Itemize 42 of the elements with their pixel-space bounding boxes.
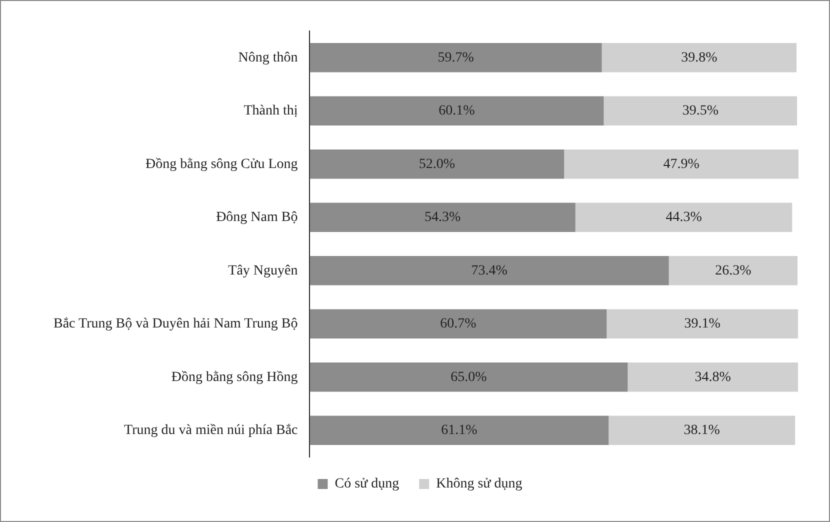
bar	[310, 362, 628, 392]
data-label: 65.0%	[450, 370, 488, 385]
bar	[608, 416, 796, 446]
bar	[310, 149, 564, 179]
bar	[310, 309, 607, 339]
legend-label: Có sử dụng	[334, 476, 400, 492]
bar	[564, 149, 799, 179]
y-tick-label: Đồng bằng sông Cửu Long	[145, 156, 298, 172]
y-tick-label: Thành thị	[244, 104, 298, 119]
data-label: 54.3%	[424, 210, 461, 226]
bar	[628, 362, 798, 392]
bar	[602, 42, 797, 72]
data-label: 61.1%	[441, 423, 478, 438]
data-label: 60.1%	[438, 104, 476, 119]
bar	[310, 42, 602, 72]
data-label: 39.1%	[684, 316, 721, 332]
bar	[310, 256, 669, 286]
data-label: 73.4%	[471, 263, 508, 278]
y-tick-label: Tây Nguyên	[228, 263, 298, 278]
data-label: 47.9%	[663, 156, 700, 172]
data-label: 26.3%	[715, 263, 752, 278]
legend-label: Không sử dụng	[436, 476, 522, 492]
y-tick-label: Trung du và miền núi phía Bắc	[124, 423, 298, 438]
data-label: 52.0%	[418, 156, 456, 172]
data-label: 44.3%	[666, 210, 702, 226]
y-tick-label: Bắc Trung Bộ và Duyên hải Nam Trung Bộ	[54, 316, 298, 332]
data-label: 59.7%	[438, 50, 474, 66]
bar	[604, 96, 798, 126]
data-label: 38.1%	[684, 423, 720, 438]
bar	[310, 202, 576, 232]
bar	[310, 96, 604, 126]
data-label: 60.7%	[440, 316, 477, 332]
data-label: 34.8%	[694, 370, 732, 385]
bar	[575, 202, 792, 232]
bar	[668, 256, 798, 286]
y-tick-label: Đông Nam Bộ	[216, 210, 298, 226]
bar	[606, 309, 798, 339]
data-label: 39.8%	[681, 50, 718, 66]
y-tick-label: Đồng bằng sông Hồng	[171, 370, 298, 385]
bar	[310, 416, 609, 446]
y-tick-label: Nông thôn	[238, 50, 298, 66]
data-label: 39.5%	[682, 104, 719, 119]
